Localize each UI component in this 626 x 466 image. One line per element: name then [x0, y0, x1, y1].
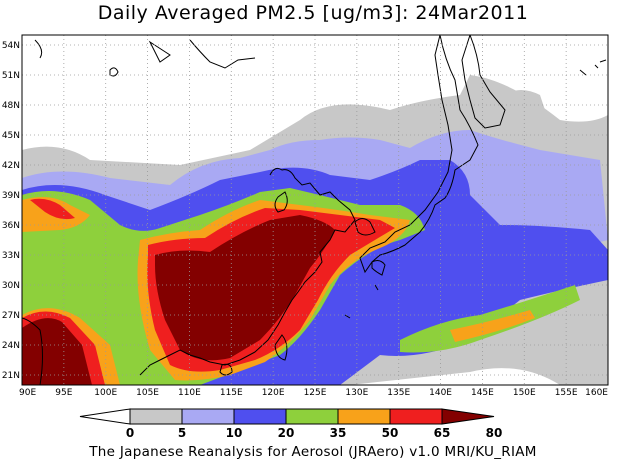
longitude-labels: 90E 95E 100E 105E 110E 115E 120E 125E 130E 135E 14… [19, 388, 608, 398]
x-tick-label: 140E [429, 388, 452, 398]
x-tick-label: 130E [345, 388, 368, 398]
x-tick-label: 125E [304, 388, 327, 398]
map-frame [21, 34, 609, 386]
x-tick-label: 100E [94, 388, 117, 398]
colorbar-label: 50 [382, 426, 399, 440]
x-tick-label: 155E [555, 388, 578, 398]
colorbar-arrow-low [79, 408, 131, 425]
y-tick-label: 33N [2, 251, 20, 261]
y-tick-label: 27N [2, 311, 20, 321]
colorbar-label: 5 [178, 426, 186, 440]
colorbar-swatch [129, 408, 183, 425]
colorbar-swatch [389, 408, 443, 425]
colorbar-label: 80 [486, 426, 503, 440]
x-tick-label: 160E [585, 388, 608, 398]
y-tick-label: 45N [2, 131, 20, 141]
colorbar-label: 35 [330, 426, 347, 440]
y-tick-label: 30N [2, 281, 20, 291]
x-tick-label: 110E [178, 388, 201, 398]
x-tick-label: 145E [471, 388, 494, 398]
coastlines [22, 35, 607, 385]
x-tick-label: 135E [387, 388, 410, 398]
credit-line: The Japanese Reanalysis for Aerosol (JRA… [89, 444, 537, 460]
y-tick-label: 54N [2, 41, 20, 51]
y-tick-label: 51N [2, 71, 20, 81]
colorbar: 0 5 10 20 35 50 65 80 [79, 408, 503, 440]
colorbar-swatch [233, 408, 287, 425]
colorbar-swatch [181, 408, 235, 425]
grid-lines [22, 35, 608, 385]
y-tick-label: 24N [2, 341, 20, 351]
colorbar-label: 20 [278, 426, 295, 440]
colorbar-swatch [337, 408, 391, 425]
y-tick-label: 21N [2, 371, 20, 381]
colorbar-label: 65 [434, 426, 451, 440]
colorbar-label: 10 [226, 426, 243, 440]
y-tick-label: 48N [2, 101, 20, 111]
pm25-map: 21N 24N 27N 30N 33N 36N 39N 42N 45N 48N 51N 54N 90E… [2, 34, 609, 440]
x-tick-label: 115E [220, 388, 243, 398]
x-tick-label: 105E [136, 388, 159, 398]
map-title: Daily Averaged PM2.5 [ug/m3]: 24Mar2011 [97, 2, 529, 24]
y-tick-label: 42N [2, 161, 20, 171]
x-tick-label: 120E [262, 388, 285, 398]
x-tick-label: 90E [19, 388, 36, 398]
y-tick-label: 36N [2, 221, 20, 231]
pm25-contours [22, 75, 608, 385]
x-tick-label: 95E [55, 388, 72, 398]
colorbar-arrow-high [441, 408, 495, 425]
y-tick-label: 39N [2, 191, 20, 201]
colorbar-label: 0 [126, 426, 134, 440]
latitude-labels: 21N 24N 27N 30N 33N 36N 39N 42N 45N 48N 51N 54N [2, 41, 20, 381]
x-tick-label: 150E [513, 388, 536, 398]
colorbar-swatch [285, 408, 339, 425]
